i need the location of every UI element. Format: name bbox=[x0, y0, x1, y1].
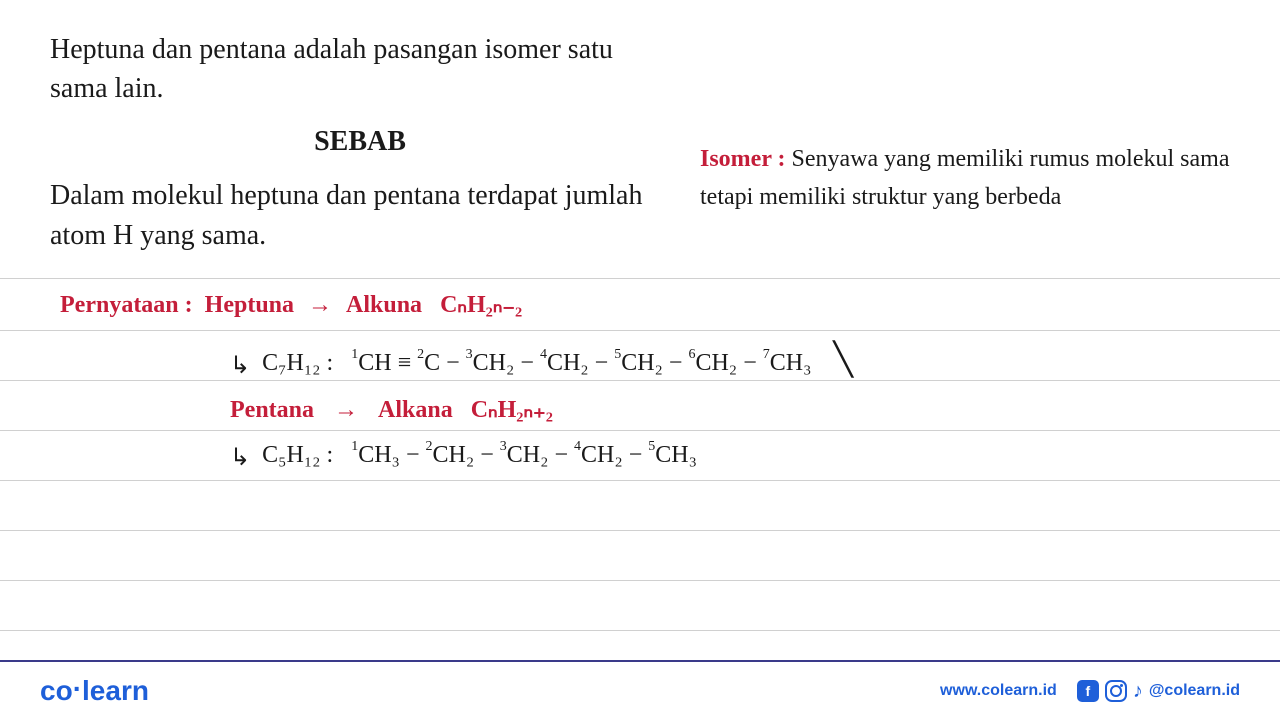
question-statement: Heptuna dan pentana adalah pasangan isom… bbox=[50, 30, 670, 108]
rule-line bbox=[0, 380, 1280, 381]
question-explanation: Dalam molekul heptuna dan pentana terdap… bbox=[50, 176, 670, 254]
down-arrow-icon: ↳ bbox=[230, 351, 250, 380]
tiktok-icon: ♪ bbox=[1133, 680, 1143, 703]
rule-line bbox=[0, 330, 1280, 331]
pentana-structure: 1CH₃ − 2CH₂ − 3CH₂ − 4CH₂ − 5CH₃ bbox=[351, 442, 697, 468]
facebook-icon: f bbox=[1077, 680, 1099, 702]
pentana-type: Alkana bbox=[372, 397, 453, 423]
pentana-structure-row: ↳ C₅H₁₂ : 1CH₃ − 2CH₂ − 3CH₂ − 4CH₂ − 5C… bbox=[230, 440, 697, 469]
logo-text-learn: learn bbox=[82, 675, 149, 706]
rule-line bbox=[0, 580, 1280, 581]
logo-text-co: co bbox=[40, 675, 73, 706]
heptuna-molecular-formula: C₇H₁₂ : bbox=[256, 350, 345, 376]
pentana-general-formula: CₙH₂ₙ₊₂ bbox=[459, 397, 553, 423]
pernyataan-label: Pernyataan : bbox=[60, 292, 193, 318]
website-url: www.colearn.id bbox=[940, 682, 1057, 700]
pentana-name: Pentana bbox=[230, 397, 314, 423]
down-arrow-icon: ↳ bbox=[230, 443, 250, 472]
ruled-paper bbox=[0, 278, 1280, 660]
rule-line bbox=[0, 430, 1280, 431]
sebab-label: SEBAB bbox=[50, 126, 670, 158]
isomer-definition: Isomer : Senyawa yang memiliki rumus mol… bbox=[700, 140, 1260, 217]
arrow-icon: → bbox=[328, 397, 358, 424]
rule-line bbox=[0, 530, 1280, 531]
logo-dot: · bbox=[73, 673, 82, 704]
isomer-label: Isomer : bbox=[700, 146, 786, 172]
social-handle: @colearn.id bbox=[1149, 682, 1240, 700]
footer: co·learn www.colearn.id f ♪ @colearn.id bbox=[0, 660, 1280, 720]
rule-line bbox=[0, 278, 1280, 279]
rule-line bbox=[0, 630, 1280, 631]
instagram-icon bbox=[1105, 680, 1127, 702]
pernyataan-row: Pernyataan : Heptuna → Alkuna CₙH₂ₙ₋₂ bbox=[60, 290, 522, 319]
arrow-icon: → bbox=[308, 292, 332, 319]
pentana-molecular-formula: C₅H₁₂ : bbox=[256, 442, 345, 468]
backslash-mark: ╲ bbox=[825, 341, 852, 377]
footer-right: www.colearn.id f ♪ @colearn.id bbox=[940, 680, 1240, 703]
heptuna-structure: 1CH ≡ 2C − 3CH₂ − 4CH₂ − 5CH₂ − 6CH₂ − 7… bbox=[351, 350, 817, 376]
social-block: f ♪ @colearn.id bbox=[1077, 680, 1240, 703]
heptuna-general-formula: CₙH₂ₙ₋₂ bbox=[428, 292, 522, 318]
rule-line bbox=[0, 480, 1280, 481]
heptuna-structure-row: ↳ C₇H₁₂ : 1CH ≡ 2C − 3CH₂ − 4CH₂ − 5CH₂ … bbox=[230, 340, 853, 378]
pentana-row: Pentana → Alkana CₙH₂ₙ₊₂ bbox=[230, 395, 553, 424]
heptuna-type: Alkuna bbox=[346, 292, 422, 318]
heptuna-name: Heptuna bbox=[199, 292, 294, 318]
logo: co·learn bbox=[40, 675, 149, 707]
